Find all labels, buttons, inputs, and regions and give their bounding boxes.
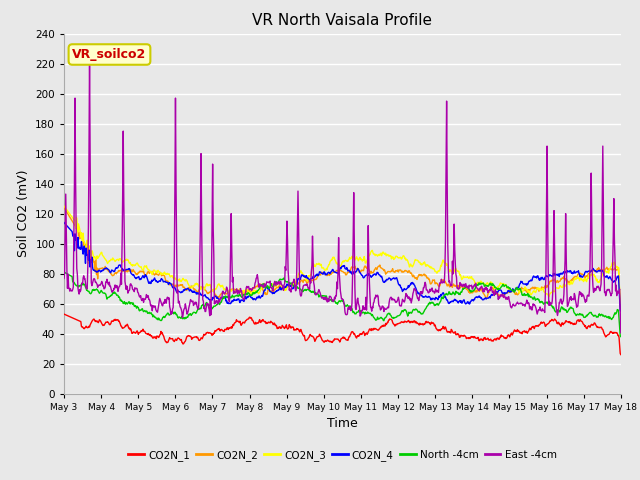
Legend: CO2N_1, CO2N_2, CO2N_3, CO2N_4, North -4cm, East -4cm: CO2N_1, CO2N_2, CO2N_3, CO2N_4, North -4… — [124, 445, 561, 465]
Y-axis label: Soil CO2 (mV): Soil CO2 (mV) — [17, 170, 29, 257]
X-axis label: Time: Time — [327, 417, 358, 430]
Title: VR North Vaisala Profile: VR North Vaisala Profile — [252, 13, 433, 28]
Text: VR_soilco2: VR_soilco2 — [72, 48, 147, 61]
